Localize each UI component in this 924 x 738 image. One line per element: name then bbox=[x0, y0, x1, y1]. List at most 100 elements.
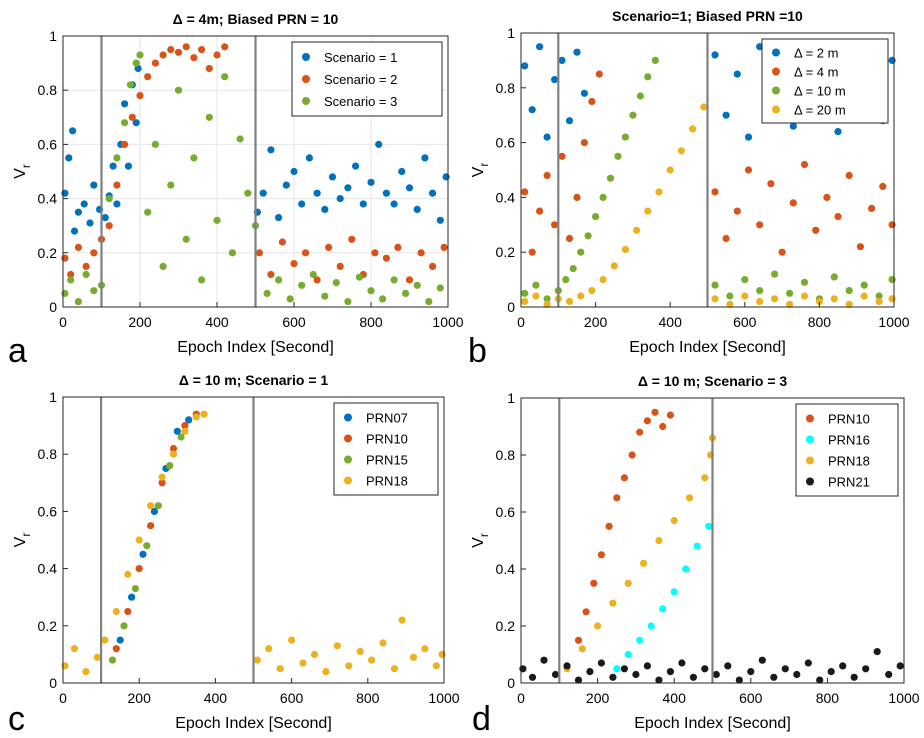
point-b-s3-16 bbox=[700, 103, 708, 111]
legend-label-b-0: Δ = 2 m bbox=[794, 46, 838, 61]
point-c-s2-2 bbox=[131, 585, 139, 593]
point-c-s3-27 bbox=[398, 616, 406, 624]
point-d-s0-3 bbox=[597, 551, 606, 559]
point-a-s2-38 bbox=[390, 276, 398, 284]
point-a-s1-10 bbox=[136, 92, 144, 100]
point-b-s3-4 bbox=[565, 297, 574, 306]
xtick-label-b: 0 bbox=[517, 314, 525, 330]
ylabel-sub-a: r bbox=[19, 164, 33, 168]
point-b-s1-10 bbox=[595, 70, 603, 78]
point-d-s3-32 bbox=[885, 670, 893, 679]
point-b-s0-6 bbox=[565, 117, 574, 125]
point-b-s0-0 bbox=[521, 62, 529, 70]
point-d-s3-22 bbox=[770, 673, 778, 681]
point-b-s2-7 bbox=[584, 232, 592, 240]
point-d-s0-9 bbox=[643, 417, 652, 425]
point-b-s1-15 bbox=[756, 221, 764, 229]
legend-label-c-0: PRN07 bbox=[366, 411, 408, 426]
point-a-s2-12 bbox=[144, 208, 152, 216]
point-a-s0-7 bbox=[90, 181, 98, 189]
point-d-s0-11 bbox=[659, 422, 667, 431]
point-b-s2-12 bbox=[621, 133, 630, 141]
ytick-label-c: 1 bbox=[49, 389, 57, 405]
point-a-s2-4 bbox=[90, 287, 98, 295]
point-c-s3-2 bbox=[82, 668, 90, 676]
point-d-s0-10 bbox=[651, 408, 659, 416]
point-a-s1-1 bbox=[67, 270, 75, 279]
point-b-s3-23 bbox=[800, 292, 809, 300]
point-b-s1-0 bbox=[521, 188, 529, 196]
point-a-s0-35 bbox=[375, 140, 383, 148]
point-a-s0-40 bbox=[413, 205, 421, 213]
point-b-s1-13 bbox=[733, 207, 741, 215]
xtick-label-b: 400 bbox=[659, 314, 683, 330]
point-b-s2-14 bbox=[636, 92, 645, 100]
point-d-s2-6 bbox=[655, 536, 663, 545]
panel-letter-a: a bbox=[8, 332, 27, 370]
legend-marker-d-2 bbox=[806, 456, 814, 465]
legend-marker-d-0 bbox=[806, 414, 814, 423]
ytick-label-b: 0.4 bbox=[496, 189, 516, 205]
point-c-s3-7 bbox=[135, 536, 143, 544]
xtick-label-d: 0 bbox=[517, 690, 525, 706]
point-d-s3-12 bbox=[655, 676, 663, 684]
point-c-s2-3 bbox=[143, 542, 151, 550]
point-b-s0-1 bbox=[528, 106, 536, 114]
ylabel-sub-c: r bbox=[19, 533, 33, 537]
xlabel-c: Epoch Index [Second] bbox=[175, 715, 332, 732]
point-d-s3-23 bbox=[781, 665, 789, 673]
point-b-s0-8 bbox=[580, 89, 589, 97]
point-a-s0-44 bbox=[442, 173, 450, 181]
point-b-s2-0 bbox=[521, 289, 529, 297]
point-a-s1-13 bbox=[159, 51, 167, 59]
point-a-s2-36 bbox=[367, 287, 375, 295]
point-d-s3-17 bbox=[712, 670, 720, 679]
point-a-s0-17 bbox=[132, 119, 140, 127]
xlabel-d: Epoch Index [Second] bbox=[634, 715, 791, 732]
legend-marker-c-1 bbox=[344, 434, 352, 443]
xtick-label-d: 600 bbox=[739, 690, 763, 706]
point-b-s1-2 bbox=[536, 207, 544, 215]
xtick-label-c: 400 bbox=[204, 690, 228, 706]
point-c-s3-16 bbox=[276, 665, 284, 673]
xtick-label-a: 400 bbox=[205, 314, 229, 330]
point-c-s3-15 bbox=[265, 645, 273, 653]
point-a-s2-40 bbox=[413, 281, 421, 289]
point-b-s3-22 bbox=[786, 300, 794, 308]
point-d-s3-18 bbox=[724, 662, 732, 670]
point-a-s0-22 bbox=[275, 214, 283, 222]
point-b-s3-6 bbox=[588, 287, 596, 295]
ytick-label-a: 0 bbox=[49, 299, 57, 315]
point-b-s1-24 bbox=[856, 243, 865, 251]
legend-marker-c-0 bbox=[344, 413, 352, 422]
point-d-s3-24 bbox=[793, 670, 801, 679]
point-c-s3-21 bbox=[333, 642, 341, 650]
legend-label-d-3: PRN21 bbox=[828, 475, 870, 490]
xtick-label-c: 0 bbox=[59, 690, 67, 706]
point-a-s0-33 bbox=[359, 200, 367, 208]
point-c-s1-3 bbox=[147, 522, 155, 530]
ytick-label-d: 0.6 bbox=[496, 504, 516, 520]
point-b-s2-8 bbox=[592, 213, 600, 221]
point-a-s2-19 bbox=[198, 276, 206, 284]
point-c-s2-4 bbox=[154, 502, 162, 510]
point-a-s0-4 bbox=[74, 208, 82, 216]
point-b-s2-10 bbox=[606, 174, 615, 182]
point-a-s1-34 bbox=[394, 243, 402, 251]
point-d-s0-1 bbox=[582, 608, 590, 616]
point-b-s1-23 bbox=[845, 171, 853, 180]
point-c-s0-3 bbox=[150, 507, 158, 515]
point-a-s2-34 bbox=[344, 298, 352, 306]
point-b-s3-19 bbox=[741, 292, 749, 300]
point-a-s1-38 bbox=[440, 243, 448, 251]
point-a-s1-14 bbox=[167, 46, 175, 54]
point-b-s2-4 bbox=[562, 276, 570, 284]
point-b-s1-14 bbox=[744, 166, 753, 174]
point-b-s2-5 bbox=[569, 265, 577, 273]
point-a-s2-39 bbox=[402, 289, 410, 297]
point-a-s1-24 bbox=[278, 238, 286, 246]
ylabel-sub-d: r bbox=[477, 533, 491, 537]
point-b-s1-4 bbox=[551, 221, 559, 229]
ylabel-d: Vr bbox=[470, 533, 491, 548]
xtick-label-d: 800 bbox=[816, 690, 840, 706]
